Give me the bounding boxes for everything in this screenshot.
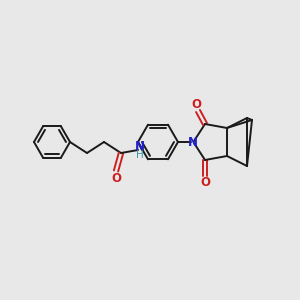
- Text: O: O: [111, 172, 121, 184]
- Text: N: N: [135, 140, 145, 152]
- Text: O: O: [191, 98, 201, 110]
- Text: O: O: [200, 176, 210, 190]
- Text: N: N: [188, 136, 198, 148]
- Text: H: H: [136, 150, 144, 160]
